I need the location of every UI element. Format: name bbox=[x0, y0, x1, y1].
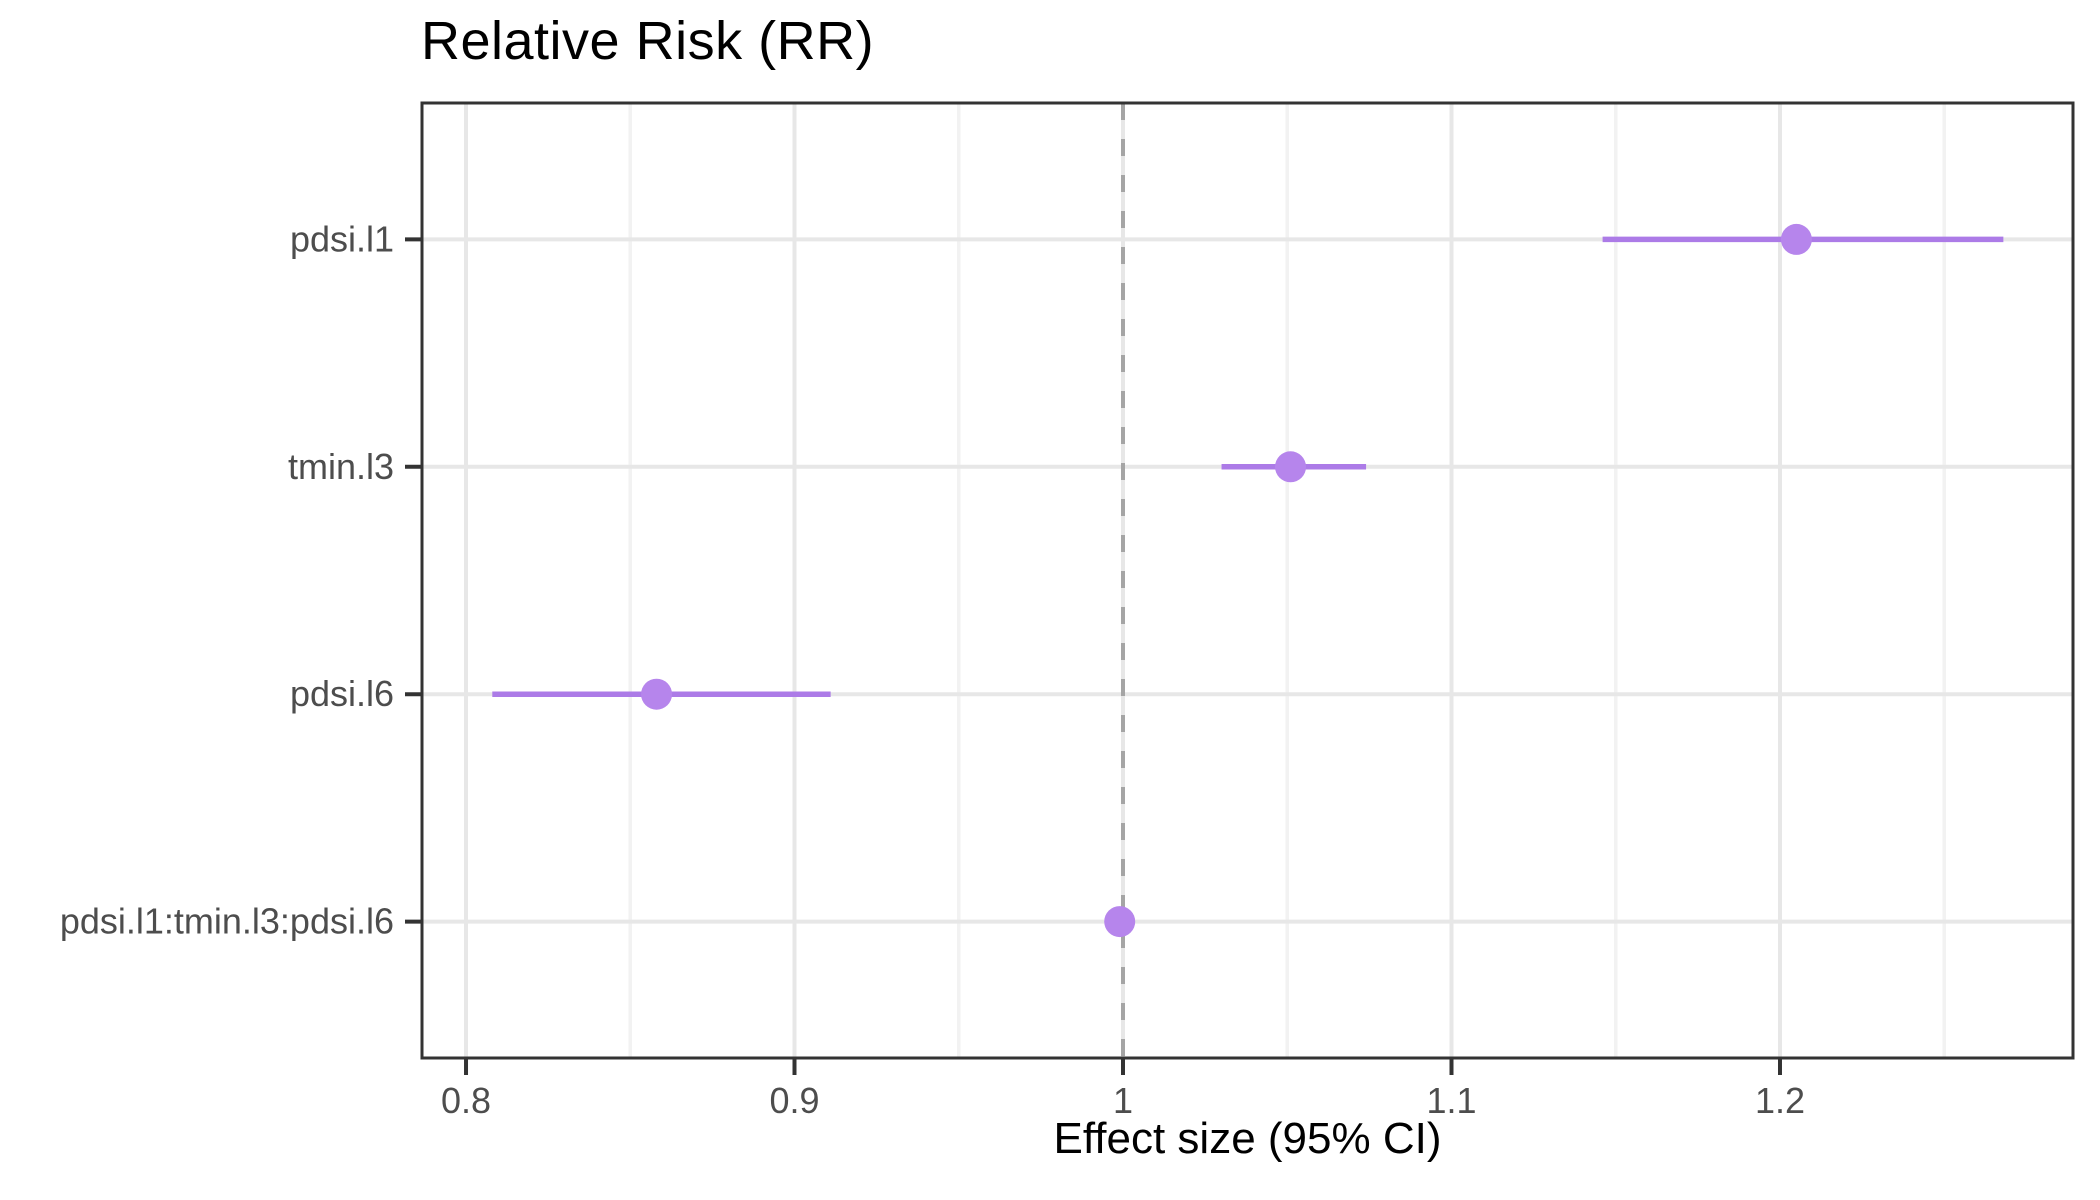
estimate-point bbox=[1780, 223, 1812, 255]
y-category-label: pdsi.l1:tmin.l3:pdsi.l6 bbox=[60, 901, 394, 942]
estimate-point bbox=[1104, 906, 1136, 938]
panel-background bbox=[422, 103, 2073, 1058]
plot-title: Relative Risk (RR) bbox=[421, 11, 875, 71]
estimate-point bbox=[641, 678, 673, 710]
y-category-label: tmin.l3 bbox=[288, 446, 394, 487]
y-category-label: pdsi.l6 bbox=[290, 673, 394, 714]
panel-border bbox=[420, 101, 2075, 1060]
x-axis-title: Effect size (95% CI) bbox=[1053, 1114, 1442, 1163]
x-tick-label: 1 bbox=[1113, 1080, 1133, 1121]
estimate-point bbox=[1275, 451, 1307, 483]
x-tick-label: 1.1 bbox=[1426, 1080, 1476, 1121]
x-tick-label: 0.9 bbox=[769, 1080, 819, 1121]
y-category-label: pdsi.l1 bbox=[290, 218, 394, 259]
x-tick-label: 1.2 bbox=[1755, 1080, 1805, 1121]
x-tick-label: 0.8 bbox=[441, 1080, 491, 1121]
